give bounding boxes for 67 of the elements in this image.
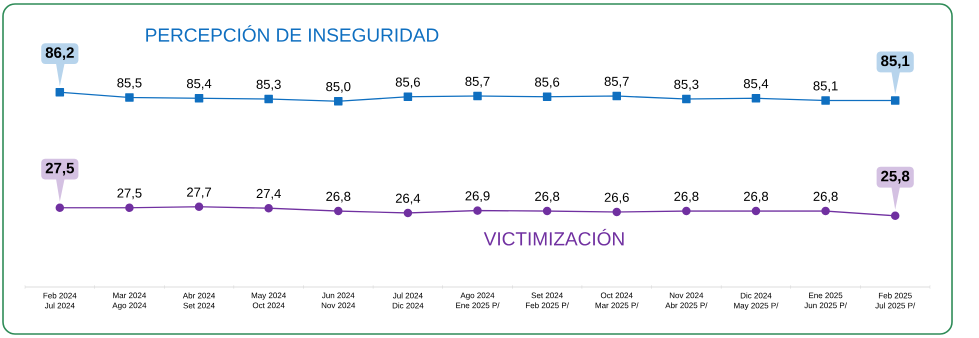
data-label: 25,8 — [881, 170, 910, 184]
x-tick-label: May 2024 Oct 2024 — [252, 292, 286, 308]
x-tick-label: Dic 2024 May 2025 P/ — [734, 292, 778, 310]
data-label: 85,6 — [396, 77, 420, 88]
x-tick-label: Set 2024 Feb 2025 P/ — [526, 292, 569, 308]
x-tick-label: Jun 2024 Nov 2024 — [322, 292, 356, 308]
x-tick-label: Nov 2024 Abr 2025 P/ — [665, 292, 708, 308]
data-label: 26,4 — [396, 194, 420, 204]
x-tick-label: Feb 2025 Jul 2025 P/ — [875, 292, 916, 308]
point — [194, 94, 204, 103]
data-label: 27,4 — [256, 188, 281, 200]
data-label: 85,5 — [117, 78, 142, 89]
data-label: 85,7 — [604, 76, 629, 88]
point — [194, 202, 204, 212]
data-label: 26,8 — [814, 192, 838, 203]
x-tick-label: Ago 2024 Ene 2025 P/ — [456, 292, 500, 308]
data-label: 26,6 — [604, 192, 629, 204]
data-label: 85,1 — [814, 81, 838, 92]
point — [125, 93, 134, 102]
data-label: 85,1 — [881, 56, 910, 68]
point — [125, 203, 134, 212]
point — [473, 206, 482, 215]
point — [890, 96, 900, 105]
point — [821, 96, 830, 105]
x-tick-label: Mar 2024 Ago 2024 — [112, 292, 146, 310]
point — [473, 92, 482, 100]
point — [264, 204, 273, 212]
point — [404, 208, 412, 218]
text: PERCEPCIÓN DE INSEGURIDAD — [146, 25, 438, 42]
point — [404, 92, 412, 102]
data-label: 27,7 — [187, 188, 212, 198]
data-label: 26,8 — [535, 192, 560, 203]
x-tick-label: Jul 2024 Dic 2024 — [392, 292, 424, 308]
x-tick-label: Feb 2024 Jul 2024 — [44, 292, 76, 308]
point — [542, 92, 552, 102]
x-tick-label: Abr 2024 Set 2024 — [182, 292, 216, 308]
point — [821, 206, 830, 216]
point — [612, 92, 621, 100]
data-label: 26,9 — [466, 191, 490, 202]
data-label: 86,2 — [46, 47, 74, 60]
point — [334, 206, 343, 216]
data-label: 85,4 — [186, 78, 212, 90]
data-label: 85,4 — [744, 78, 768, 90]
series-label: VICTIMIZACIÓN — [484, 228, 624, 246]
point — [612, 208, 621, 216]
point — [890, 212, 900, 220]
data-label: 85,7 — [465, 76, 490, 88]
point — [56, 203, 64, 212]
data-label: 26,8 — [326, 192, 350, 203]
data-label: 85,0 — [326, 82, 350, 93]
data-label: 26,8 — [744, 192, 768, 203]
point — [264, 94, 273, 104]
point — [542, 206, 552, 216]
data-label: 85,3 — [674, 80, 698, 90]
data-label: 27,5 — [117, 188, 142, 200]
point — [56, 88, 64, 97]
data-label: 85,3 — [256, 80, 281, 90]
data-label: 27,5 — [46, 162, 74, 176]
point — [682, 206, 691, 216]
point — [334, 97, 343, 106]
data-label: 85,6 — [535, 77, 560, 88]
point — [752, 206, 760, 216]
x-tick-label: Ene 2025 Jun 2025 P/ — [804, 292, 847, 308]
point — [682, 94, 691, 104]
data-label: 26,8 — [674, 192, 698, 203]
point — [752, 94, 760, 103]
x-tick-label: Oct 2024 Mar 2025 P/ — [596, 292, 639, 308]
